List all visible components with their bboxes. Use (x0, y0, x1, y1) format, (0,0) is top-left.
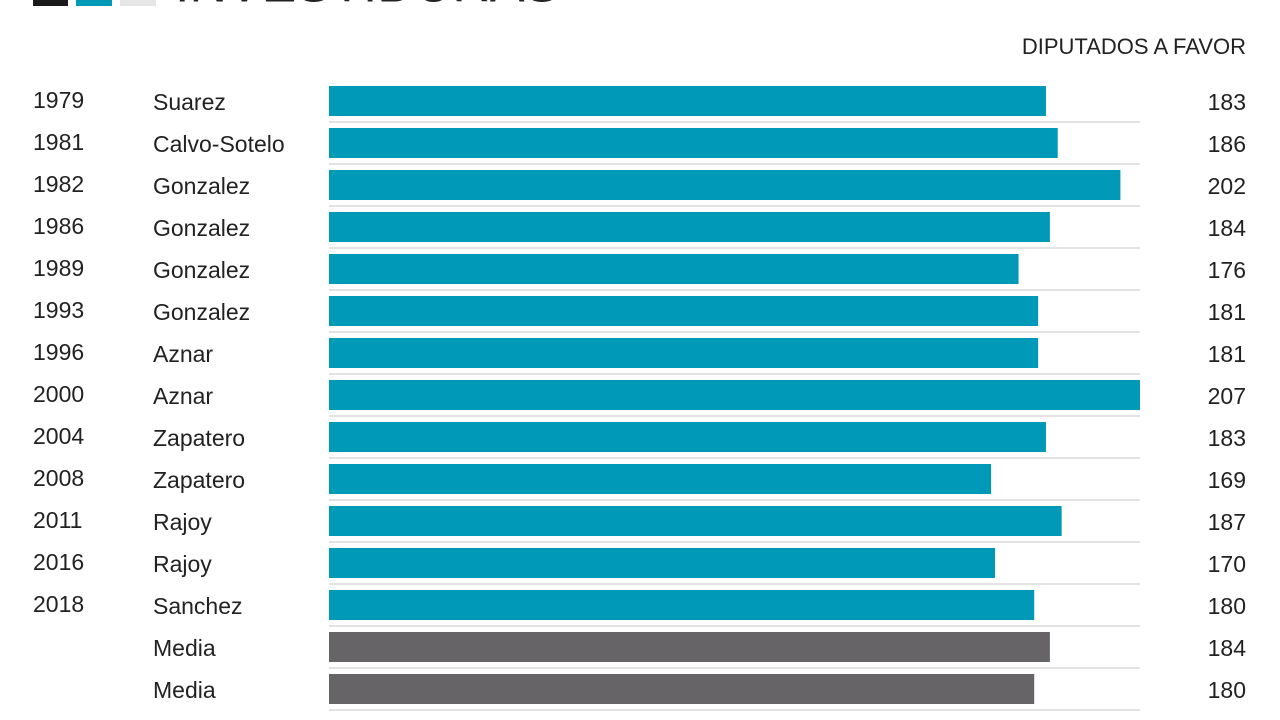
year-label: 2018 (33, 591, 84, 617)
bar (329, 380, 1140, 410)
year-label: 2011 (33, 507, 82, 533)
bar (329, 506, 1062, 536)
bar (329, 632, 1050, 662)
value-label: 184 (1208, 215, 1247, 241)
value-label: 181 (1208, 299, 1246, 325)
value-label: 202 (1208, 173, 1246, 199)
value-label: 181 (1208, 341, 1246, 367)
value-label: 187 (1208, 509, 1246, 535)
bar (329, 254, 1019, 284)
value-label: 176 (1208, 257, 1246, 283)
name-label: Gonzalez (153, 299, 250, 325)
value-label: 183 (1208, 425, 1246, 451)
legend-swatch (33, 0, 68, 6)
bar (329, 170, 1121, 200)
name-label: Media (153, 677, 216, 703)
name-label: Media (153, 635, 216, 661)
value-label: 183 (1208, 89, 1246, 115)
name-label: Calvo-Sotelo (153, 131, 285, 157)
bar (329, 422, 1046, 452)
year-label: 1993 (33, 297, 84, 323)
year-label: 2004 (33, 423, 84, 449)
year-label: 2016 (33, 549, 84, 575)
bar (329, 548, 996, 578)
chart-title: INVESTIDURAS (175, 0, 559, 14)
name-label: Sanchez (153, 593, 243, 619)
year-label: 1986 (33, 213, 84, 239)
value-label: 180 (1208, 593, 1246, 619)
name-label: Aznar (153, 341, 213, 367)
name-label: Rajoy (153, 551, 212, 577)
year-label: 1989 (33, 255, 84, 281)
value-label: 207 (1208, 383, 1246, 409)
name-label: Zapatero (153, 467, 245, 493)
value-label: 180 (1208, 677, 1246, 703)
year-label: 2000 (33, 381, 84, 407)
value-label: 170 (1208, 551, 1246, 577)
bar (329, 86, 1046, 116)
name-label: Aznar (153, 383, 213, 409)
name-label: Rajoy (153, 509, 212, 535)
legend-swatch (120, 0, 156, 6)
name-label: Zapatero (153, 425, 245, 451)
bar (329, 296, 1039, 326)
name-label: Gonzalez (153, 257, 250, 283)
bar (329, 338, 1039, 368)
value-label: 186 (1208, 131, 1246, 157)
year-label: 1979 (33, 87, 84, 113)
year-label: 1981 (33, 129, 84, 155)
bar (329, 212, 1050, 242)
bar (329, 590, 1035, 620)
year-label: 1996 (33, 339, 84, 365)
axis-label: DIPUTADOS A FAVOR (1022, 34, 1246, 59)
name-label: Gonzalez (153, 215, 250, 241)
value-label: 169 (1208, 467, 1246, 493)
bar (329, 128, 1058, 158)
bar (329, 674, 1035, 704)
name-label: Gonzalez (153, 173, 250, 199)
legend-swatch (76, 0, 112, 6)
value-label: 184 (1208, 635, 1247, 661)
year-label: 2008 (33, 465, 84, 491)
bar (329, 464, 992, 494)
name-label: Suarez (153, 89, 226, 115)
year-label: 1982 (33, 171, 84, 197)
